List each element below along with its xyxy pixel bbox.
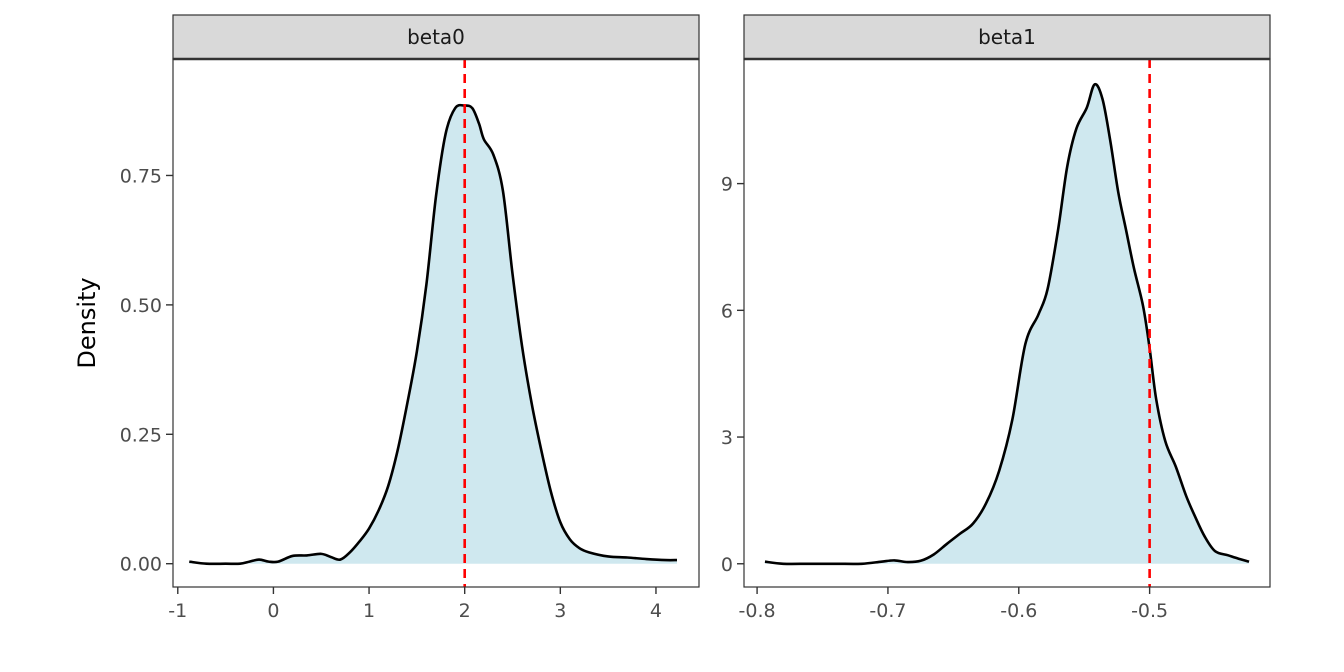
y-tick-label: 0.50: [120, 295, 162, 317]
y-axis-title: Density: [73, 277, 101, 368]
x-tick-label: -0.5: [1131, 600, 1168, 622]
y-tick-label: 0.00: [120, 554, 162, 576]
density-area: [189, 105, 677, 564]
x-tick-label: 0: [267, 600, 279, 622]
density-area: [764, 84, 1250, 564]
y-tick-label: 9: [721, 174, 733, 196]
x-tick-label: -0.8: [739, 600, 776, 622]
x-tick-label: 4: [650, 600, 662, 622]
facet-strip-label: beta1: [978, 25, 1036, 49]
facet-strip: [743, 14, 1271, 60]
y-tick-label: 3: [721, 427, 733, 449]
x-tick-label: 3: [554, 600, 566, 622]
density-line: [764, 82, 1250, 566]
x-tick-label: -1: [168, 600, 187, 622]
y-tick-label: 0.75: [120, 165, 162, 187]
density-line: [189, 103, 678, 566]
facet-panel-beta0: beta0 -1 0 1 2 3 4 0.00 0.25 0.50 0.75: [120, 14, 700, 622]
facet-strip-label: beta0: [407, 25, 465, 49]
facet-panel-beta1: beta1 -0.8 -0.7 -0.6 -0.5 0 3 6 9: [721, 14, 1271, 622]
y-tick-label: 0: [721, 554, 733, 576]
x-tick-label: 2: [459, 600, 471, 622]
x-tick-label: -0.6: [1000, 600, 1037, 622]
x-tick-label: 1: [363, 600, 375, 622]
facet-strip: [172, 14, 700, 60]
y-tick-label: 6: [721, 300, 733, 322]
x-tick-label: -0.7: [869, 600, 906, 622]
y-tick-label: 0.25: [120, 424, 162, 446]
